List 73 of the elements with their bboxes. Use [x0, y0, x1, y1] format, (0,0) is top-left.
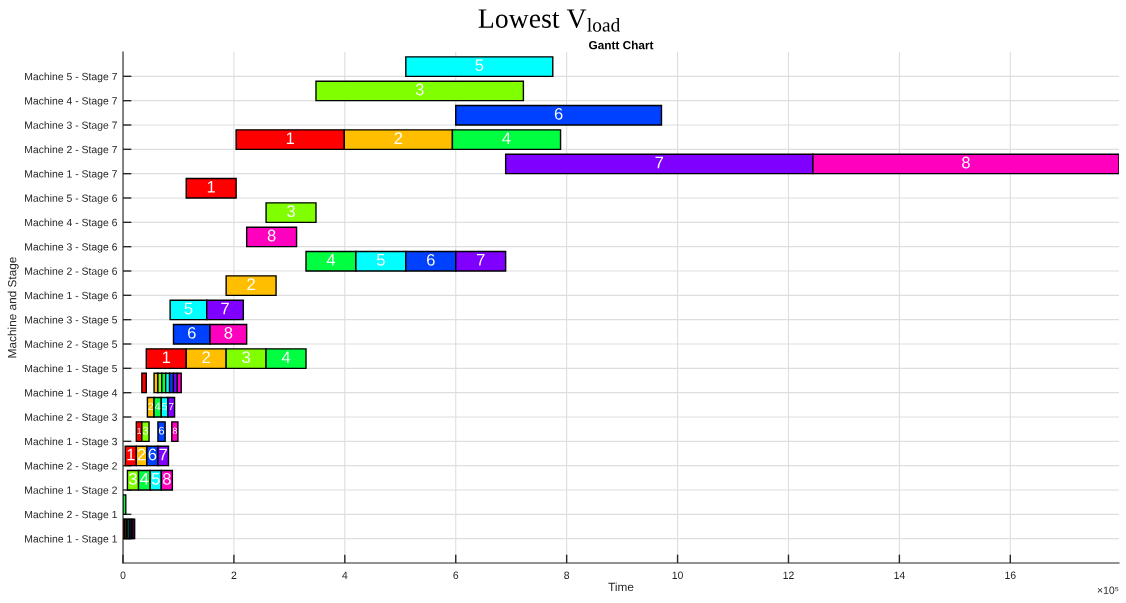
- y-tick-label: Machine 3 - Stage 6: [25, 242, 117, 253]
- text: 5: [184, 302, 193, 315]
- text: 5: [376, 254, 385, 266]
- x-tick-label: 4: [342, 571, 348, 579]
- series-label: 1: [137, 428, 141, 434]
- text: 8: [224, 326, 233, 339]
- y-tick-label: Machine 5 - Stage 7: [25, 72, 117, 83]
- y-tick-label: Machine 1 - Stage 5: [25, 364, 118, 375]
- y-tick-label: Machine 2 - Stage 5: [25, 340, 118, 350]
- y-tick-label: Machine 1 - Stage 7: [25, 169, 117, 180]
- x-tick-label: 16: [1005, 571, 1016, 579]
- y-tick-label: Machine 4 - Stage 7: [25, 96, 117, 107]
- y-tick-label: Machine 1 - Stage 6: [25, 291, 117, 302]
- y-tick-label: Machine 2 - Stage 6: [25, 267, 117, 277]
- y-tick-label: Machine 2 - Stage 3: [25, 413, 117, 423]
- y-tick-label: Machine 1 - Stage 1: [25, 534, 117, 545]
- text: 1: [286, 132, 295, 144]
- series-label: 8: [172, 427, 177, 435]
- text: 4: [326, 254, 336, 266]
- x-tick-label: 6: [453, 571, 459, 579]
- text: 3: [415, 83, 424, 96]
- chart-subtitle: Gantt Chart: [589, 40, 654, 50]
- text: 6: [554, 107, 563, 120]
- y-tick-label: Machine 2 - Stage 1: [25, 510, 117, 521]
- text: 7: [159, 448, 167, 461]
- text: 6: [427, 253, 435, 266]
- text: 4: [502, 132, 511, 144]
- y-tick-label: Machine 1 - Stage 3: [25, 437, 117, 448]
- x-tick-label: 10: [672, 571, 683, 579]
- text: 2: [202, 351, 210, 363]
- y-tick-label: Machine 3 - Stage 7: [25, 121, 117, 131]
- y-tick-label: Machine 2 - Stage 7: [25, 145, 117, 156]
- x-tick-label: 2: [231, 571, 237, 579]
- text: 7: [476, 254, 485, 266]
- text: 3: [242, 351, 251, 364]
- x-tick-label: 12: [783, 571, 794, 579]
- y-tick-label: Machine 2 - Stage 2: [25, 461, 117, 472]
- x-tick-label: 8: [564, 571, 570, 579]
- text: 8: [162, 472, 171, 485]
- text: 7: [221, 302, 229, 315]
- series-label: 7: [168, 402, 174, 410]
- text: 7: [655, 156, 664, 169]
- text: ×10⁵: [1097, 586, 1119, 594]
- x-tick-label: 14: [894, 571, 905, 579]
- y-axis-title: Machine and Stage: [7, 257, 19, 358]
- text: 3: [287, 205, 295, 218]
- y-tick-label: Machine 5 - Stage 6: [25, 194, 117, 204]
- y-tick-label: Machine 1 - Stage 2: [25, 486, 117, 496]
- text: 8: [267, 229, 276, 242]
- text: 2: [137, 448, 146, 461]
- x-tick-label: 0: [120, 571, 126, 579]
- text: 2: [247, 278, 255, 290]
- text: 5: [475, 59, 484, 72]
- text: 3: [128, 472, 137, 485]
- y-tick-label: Machine 4 - Stage 6: [25, 218, 117, 229]
- y-tick-label: Machine 1 - Stage 4: [25, 388, 118, 399]
- text: 1: [207, 181, 215, 193]
- x-axis-title: Time: [608, 582, 634, 592]
- text: 8: [962, 156, 970, 169]
- text: 4: [140, 473, 149, 485]
- text: 4: [281, 351, 291, 363]
- series-label: 5: [162, 402, 167, 410]
- series-label: 6: [159, 426, 165, 435]
- text: 1: [127, 448, 135, 461]
- y-tick-label: Machine 3 - Stage 5: [25, 315, 118, 326]
- series-label: 3: [142, 426, 149, 435]
- chart-title: Lowest V$_{load}$: [478, 9, 621, 32]
- text: 5: [151, 473, 160, 485]
- text: 1: [162, 351, 171, 363]
- text: 6: [187, 326, 196, 339]
- text: 6: [148, 448, 157, 461]
- series-label: 2: [148, 402, 154, 410]
- text: 2: [394, 132, 403, 144]
